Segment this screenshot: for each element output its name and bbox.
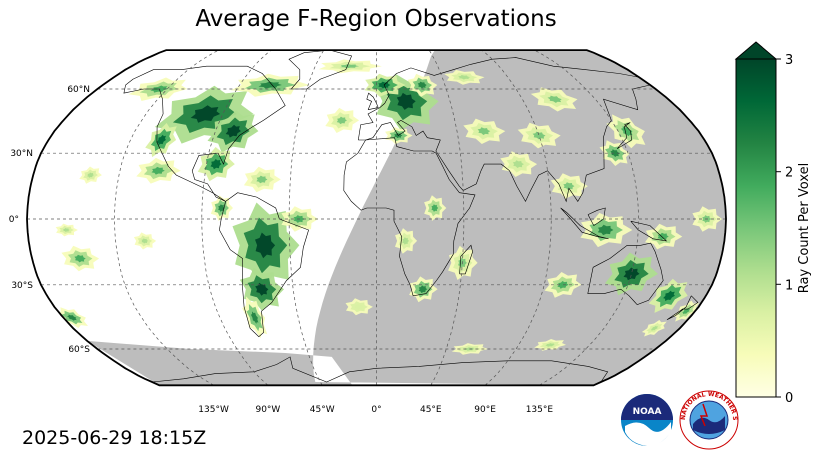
observation-cell [87, 172, 94, 178]
observation-cell [682, 308, 691, 315]
coastline [358, 57, 640, 141]
latitude-label: 60°N [67, 85, 90, 95]
graticule [27, 50, 726, 386]
coastline [219, 192, 309, 338]
observation-cell [190, 105, 221, 123]
observation-cell [141, 238, 149, 244]
meridian-line [428, 50, 465, 386]
observation-cell [610, 149, 620, 157]
observation-cell [663, 290, 675, 301]
observation-cell [258, 81, 282, 89]
observation-density-layer [55, 59, 723, 355]
map-title: Average F-Region Observations [195, 6, 557, 32]
longitude-label: 45°W [310, 405, 335, 415]
observation-cell [67, 314, 77, 321]
meridian-line [201, 50, 272, 386]
timestamp: 2025-06-29 18:15Z [22, 427, 207, 449]
observation-cell [417, 81, 427, 89]
coastline [560, 207, 609, 240]
observation-cell [623, 267, 640, 281]
observation-cell [458, 75, 471, 80]
observation-cell [63, 228, 70, 232]
meridian-line [534, 50, 639, 386]
meridian-line [288, 50, 325, 386]
observation-cell [597, 224, 614, 236]
latitude-label: 60°S [68, 345, 90, 355]
observation-cell [225, 124, 241, 138]
observation-cell [657, 232, 669, 241]
coastline [358, 84, 651, 203]
observation-cell [431, 204, 439, 212]
coastline [366, 92, 379, 110]
longitude-label: 135°W [198, 405, 229, 415]
coastline [666, 295, 699, 320]
observation-cell [340, 64, 360, 69]
longitude-label: 90°W [255, 405, 280, 415]
observation-cell [545, 343, 555, 347]
observation-cell [512, 160, 524, 168]
observation-cell [151, 166, 165, 175]
observation-cell [74, 254, 86, 263]
observation-cell [418, 285, 428, 294]
meridian-line [481, 50, 552, 386]
observation-cell [396, 92, 416, 110]
coastlines [123, 50, 699, 383]
latitude-labels: 60°N 30°N 0° 30°S 60°S [9, 85, 91, 355]
latitude-label: 0° [9, 215, 19, 225]
observation-cell [255, 232, 276, 259]
observation-cell [620, 126, 633, 137]
coastline [459, 244, 473, 275]
coastline [152, 356, 609, 383]
noaa-logo: NOAA [621, 394, 673, 447]
globe-outline [26, 49, 727, 387]
coastline [616, 122, 632, 150]
latitude-label: 30°N [10, 149, 33, 159]
longitude-label: 135°E [526, 405, 554, 415]
longitude-label: 45°E [420, 405, 442, 415]
observation-cell [563, 182, 575, 190]
observation-cell [354, 304, 363, 310]
longitude-label: 90°E [474, 405, 496, 415]
nws-logo: NATIONAL WEATHER SERVICE [679, 390, 739, 450]
observation-cell [402, 237, 409, 245]
observation-cell [250, 311, 259, 324]
observation-cell [255, 282, 269, 296]
longitude-labels: 135°W 90°W 45°W 0° 45°E 90°E 135°E [198, 405, 553, 415]
observation-cell [256, 175, 268, 184]
latitude-label: 30°S [11, 281, 33, 291]
observation-cell [477, 127, 491, 135]
observation-cell [156, 134, 166, 146]
observation-cell [336, 116, 347, 125]
observation-cell [210, 159, 222, 170]
noaa-logo-text: NOAA [633, 407, 662, 417]
coastline [343, 137, 476, 297]
observation-cell [557, 281, 569, 289]
meridian-line [114, 50, 219, 386]
coastline [630, 220, 668, 242]
longitude-label: 0° [371, 405, 381, 415]
coastline [587, 242, 664, 306]
night-shade [87, 50, 726, 386]
observation-cell [547, 95, 562, 103]
observation-cell [650, 325, 659, 331]
observation-cell [532, 131, 546, 140]
coastline [123, 65, 286, 202]
coastline [587, 207, 606, 227]
